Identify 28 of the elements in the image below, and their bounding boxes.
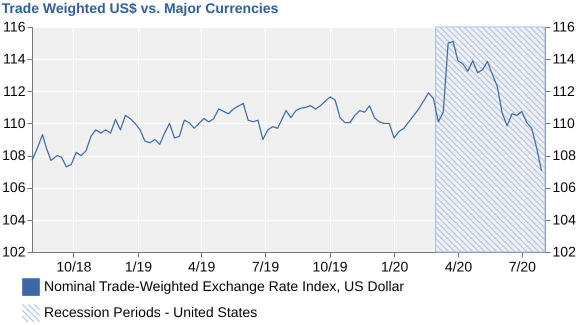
x-tick-label: 4/20 <box>444 258 472 274</box>
legend-label: Recession Periods - United States <box>44 304 258 320</box>
x-tick-label: 7/20 <box>508 258 536 274</box>
x-tick-label: 1/19 <box>124 258 152 274</box>
y-tick-label: 110 <box>3 114 26 131</box>
y-tick-label: 106 <box>2 179 26 196</box>
y2-tick-label: 104 <box>552 211 576 228</box>
y2-tick-label: 110 <box>552 114 576 131</box>
y-tick-label: 108 <box>2 147 26 164</box>
y2-tick-label: 108 <box>552 147 576 164</box>
y-tick-label: 112 <box>3 82 26 99</box>
y2-tick-label: 106 <box>552 179 576 196</box>
x-tick-label: 10/18 <box>56 258 92 274</box>
y-tick-label: 104 <box>2 211 26 228</box>
y-tick-label: 114 <box>3 50 26 67</box>
legend-label: Nominal Trade-Weighted Exchange Rate Index, US Dollar <box>44 278 404 294</box>
x-tick-label: 1/20 <box>380 258 408 274</box>
y2-tick-label: 112 <box>552 82 576 99</box>
y2-tick-label: 102 <box>552 244 576 260</box>
chart-title: Trade Weighted US$ vs. Major Currencies <box>2 0 279 16</box>
y2-tick-label: 114 <box>552 50 576 67</box>
x-tick-label: 4/19 <box>188 258 216 274</box>
y2-tick-label: 116 <box>552 18 576 34</box>
line-series <box>31 40 542 172</box>
x-tick-label: 7/19 <box>252 258 280 274</box>
y-tick-label: 116 <box>3 18 26 34</box>
y-tick-label: 102 <box>2 244 26 260</box>
x-tick-label: 10/19 <box>312 258 348 274</box>
